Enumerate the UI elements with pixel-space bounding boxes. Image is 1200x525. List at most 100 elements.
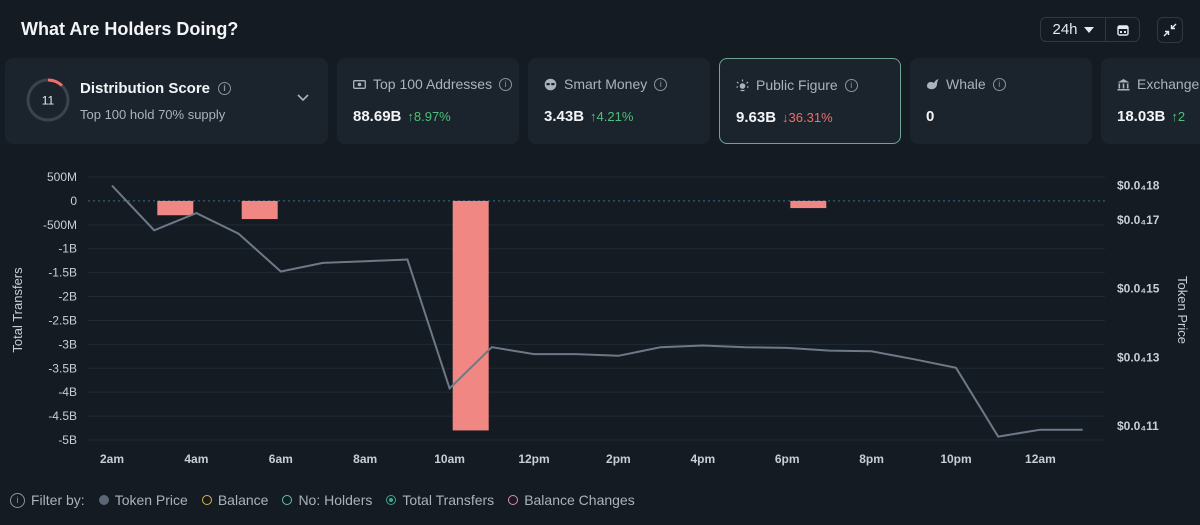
x-tick-label: 2am xyxy=(100,452,124,466)
arrow-up-icon: ↑ xyxy=(407,109,414,124)
y2-tick-label: $0.0₄17 xyxy=(1117,213,1160,227)
distribution-score-card[interactable]: 11 Distribution Score i Top 100 hold 70%… xyxy=(5,58,328,144)
y-tick-label: -2B xyxy=(58,290,77,304)
bar-6pm xyxy=(790,200,827,209)
bar-3am xyxy=(157,200,194,216)
info-icon[interactable]: i xyxy=(10,492,25,508)
info-icon[interactable]: i xyxy=(499,77,513,91)
time-range-dropdown[interactable]: 24h xyxy=(1041,18,1106,41)
chevron-down-icon[interactable] xyxy=(297,94,309,102)
page-title: What Are Holders Doing? xyxy=(21,19,239,39)
card-public-figure[interactable]: Public Figure i 9.63B ↓36.31% xyxy=(719,58,901,144)
card-value-row: 9.63B ↓36.31% xyxy=(736,109,833,126)
y-tick-label: -1B xyxy=(58,242,77,256)
card-label: Public Figure xyxy=(756,77,838,93)
legend-item-balance[interactable]: Balance xyxy=(201,492,269,508)
legend-dot xyxy=(201,495,212,505)
card-value-row: 18.03B ↑2 xyxy=(1117,108,1185,125)
time-range-control: 24h xyxy=(1040,17,1140,42)
y-tick-label: -2.5B xyxy=(48,313,77,327)
spotlight-icon xyxy=(736,79,749,91)
calendar-icon xyxy=(1116,24,1129,36)
card-label-row: Whale i xyxy=(926,76,1006,92)
x-tick-label: 6pm xyxy=(775,452,800,466)
card-top-100-addresses[interactable]: Top 100 Addresses i 88.69B ↑8.97% xyxy=(337,58,519,144)
card-value: 9.63B xyxy=(736,109,777,126)
x-tick-label: 12am xyxy=(1025,452,1056,466)
y-tick-label: 500M xyxy=(47,170,77,184)
metric-cards: 11 Distribution Score i Top 100 hold 70%… xyxy=(0,58,1200,144)
y-tick-label: -5B xyxy=(58,433,77,447)
card-change-value: 36.31% xyxy=(788,110,833,125)
collapse-button[interactable] xyxy=(1157,17,1183,43)
distribution-score-title-row: Distribution Score i xyxy=(80,80,232,97)
card-whale[interactable]: Whale i 0 xyxy=(910,58,1092,144)
card-value: 88.69B xyxy=(353,108,402,125)
time-range-label: 24h xyxy=(1052,21,1078,38)
holders-chart: 500M 0 -500M -1B -1.5B -2B -2.5B -3B -3.5B -4B -4.… xyxy=(10,170,1190,466)
sunglasses-icon xyxy=(544,78,557,90)
card-label-row: Smart Money i xyxy=(544,76,668,92)
info-icon[interactable]: i xyxy=(992,77,1006,91)
x-tick-label: 2pm xyxy=(606,452,631,466)
legend-item-no-holders[interactable]: No: Holders xyxy=(282,492,372,508)
arrow-up-icon: ↑ xyxy=(1171,109,1178,124)
y-tick-label: -3.5B xyxy=(48,361,77,375)
card-value: 3.43B xyxy=(544,108,585,125)
card-label-row: Exchange i xyxy=(1117,76,1200,92)
info-icon[interactable]: i xyxy=(654,77,668,91)
y-axis-title: Total Transfers xyxy=(10,267,25,353)
x-tick-label: 4pm xyxy=(690,452,715,466)
card-change-value: 8.97% xyxy=(413,109,451,124)
info-icon[interactable]: i xyxy=(844,78,858,92)
card-value-row: 88.69B ↑8.97% xyxy=(353,108,451,125)
bar-5am xyxy=(241,200,278,220)
info-icon[interactable]: i xyxy=(218,82,232,95)
y-tick-label: -4.5B xyxy=(48,409,77,423)
legend-item-balance-changes[interactable]: Balance Changes xyxy=(508,492,635,508)
legend-label: No: Holders xyxy=(298,492,373,508)
whale-icon xyxy=(927,78,939,89)
chart-legend: i Filter by: Token Price Balance No: Hol… xyxy=(10,492,649,508)
arrow-down-icon: ↓ xyxy=(782,110,789,125)
legend-dot xyxy=(508,495,519,505)
card-value: 18.03B xyxy=(1117,108,1166,125)
filter-label: i Filter by: xyxy=(10,492,85,508)
card-value-row: 0 xyxy=(926,108,934,125)
card-smart-money[interactable]: Smart Money i 3.43B ↑4.21% xyxy=(528,58,710,144)
legend-label: Balance Changes xyxy=(524,492,635,508)
filter-label-text: Filter by: xyxy=(31,492,85,508)
x-tick-label: 6am xyxy=(269,452,293,466)
card-label: Smart Money xyxy=(564,76,648,92)
card-change: ↑4.21% xyxy=(590,109,633,124)
card-exchange[interactable]: Exchange i 18.03B ↑2 xyxy=(1101,58,1200,144)
legend-dot xyxy=(386,495,397,505)
legend-label: Token Price xyxy=(114,492,188,508)
card-change: ↓36.31% xyxy=(782,110,833,125)
y2-tick-label: $0.0₄13 xyxy=(1117,350,1160,364)
legend-label: Balance xyxy=(217,492,269,508)
card-value-row: 3.43B ↑4.21% xyxy=(544,108,633,125)
card-label: Whale xyxy=(946,76,986,92)
y2-tick-label: $0.0₄11 xyxy=(1117,419,1159,433)
panel-header: What Are Holders Doing? 24h xyxy=(0,0,1200,58)
y-tick-label: -3B xyxy=(58,337,77,351)
y2-tick-label: $0.0₄18 xyxy=(1117,179,1160,193)
card-value: 0 xyxy=(926,108,935,125)
legend-label: Total Transfers xyxy=(402,492,495,508)
token-price-line xyxy=(111,184,1083,438)
legend-item-total-transfers[interactable]: Total Transfers xyxy=(386,492,494,508)
distribution-score-title: Distribution Score xyxy=(80,80,211,97)
collapse-icon xyxy=(1163,23,1177,37)
y-tick-label: -4B xyxy=(58,385,77,399)
arrow-up-icon: ↑ xyxy=(590,109,597,124)
legend-dot xyxy=(282,495,293,505)
x-tick-label: 10pm xyxy=(940,452,971,466)
y-tick-label: -500M xyxy=(43,218,77,232)
legend-item-token-price[interactable]: Token Price xyxy=(98,492,188,508)
calendar-button[interactable] xyxy=(1106,18,1139,41)
x-tick-label: 10am xyxy=(434,452,465,466)
card-label: Exchange xyxy=(1137,76,1200,92)
bar-10am xyxy=(452,200,489,431)
card-label: Top 100 Addresses xyxy=(373,76,493,92)
